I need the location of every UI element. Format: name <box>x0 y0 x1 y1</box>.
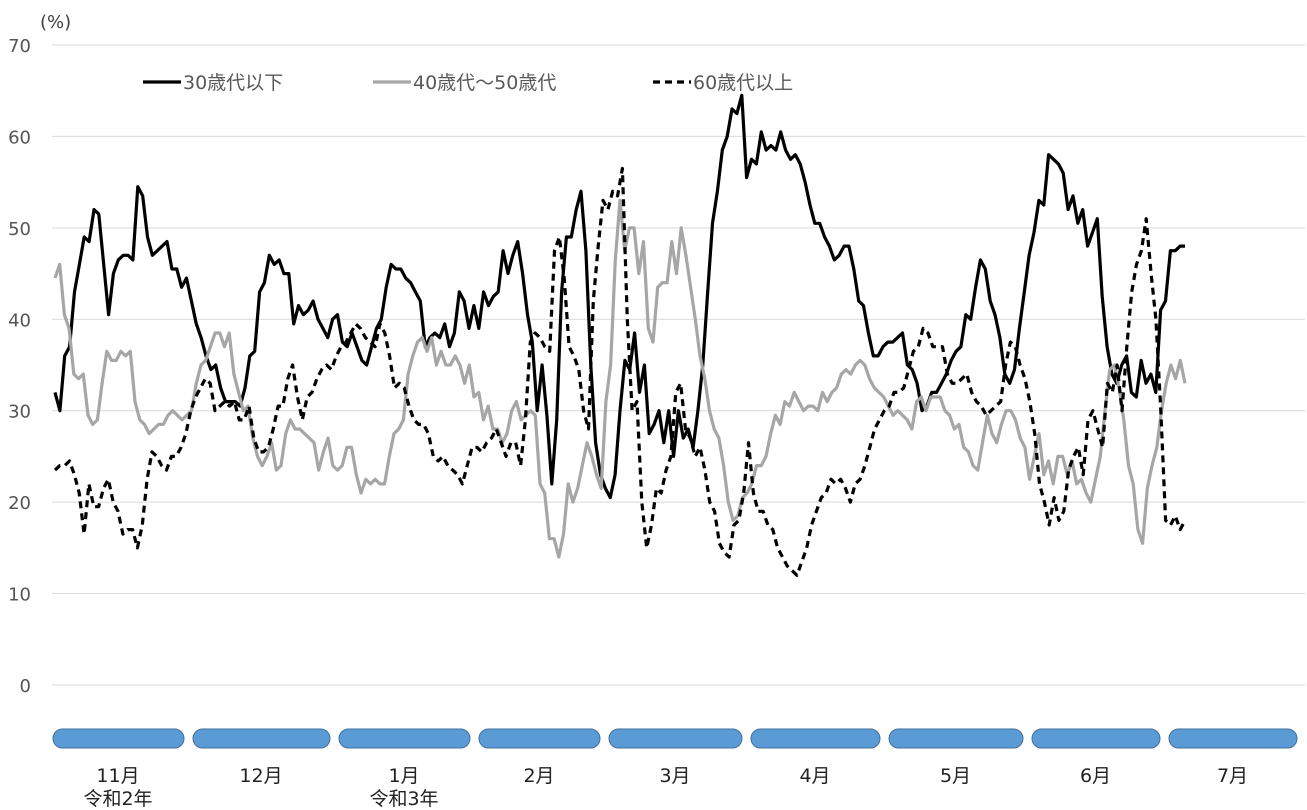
month-label: 3月 <box>659 765 690 787</box>
y-axis-ticks: 0 10 20 30 40 50 60 70 <box>8 36 31 697</box>
gridlines <box>52 44 1305 686</box>
series-line <box>53 166 1187 577</box>
month-bar <box>888 728 1024 749</box>
series-line <box>53 198 1187 559</box>
month-label: 11月 <box>96 765 139 787</box>
series-line <box>53 93 1185 500</box>
y-tick-label: 40 <box>8 310 31 331</box>
legend-label: 40歳代～50歳代 <box>413 72 556 94</box>
y-tick-label: 50 <box>8 219 31 240</box>
month-label: 2月 <box>523 765 554 787</box>
month-label: 12月 <box>239 765 282 787</box>
y-tick-label: 60 <box>8 127 31 148</box>
month-label: 5月 <box>940 765 971 787</box>
month-bar <box>750 728 881 749</box>
month-bar <box>1168 728 1298 749</box>
y-axis-unit-label: (%) <box>40 12 71 33</box>
y-tick-label: 30 <box>8 402 31 423</box>
y-tick-label: 0 <box>20 676 31 697</box>
y-tick-label: 10 <box>8 585 31 606</box>
legend-label: 30歳代以下 <box>183 72 283 94</box>
month-bar <box>52 728 185 749</box>
month-bar <box>478 728 601 749</box>
month-bar <box>192 728 331 749</box>
month-label: 7月 <box>1217 765 1248 787</box>
month-label: 6月 <box>1080 765 1111 787</box>
month-label: 1月 <box>388 765 419 787</box>
month-bar <box>608 728 743 749</box>
era-label: 令和3年 <box>369 788 438 810</box>
legend: 30歳代以下 40歳代～50歳代 60歳代以上 <box>143 72 793 94</box>
month-bar <box>338 728 471 749</box>
era-label: 令和2年 <box>83 788 152 810</box>
y-tick-label: 20 <box>8 493 31 514</box>
series-lines <box>53 93 1187 577</box>
month-bar <box>1031 728 1161 749</box>
y-tick-label: 70 <box>8 36 31 57</box>
month-label: 4月 <box>799 765 830 787</box>
legend-label: 60歳代以上 <box>693 72 793 94</box>
